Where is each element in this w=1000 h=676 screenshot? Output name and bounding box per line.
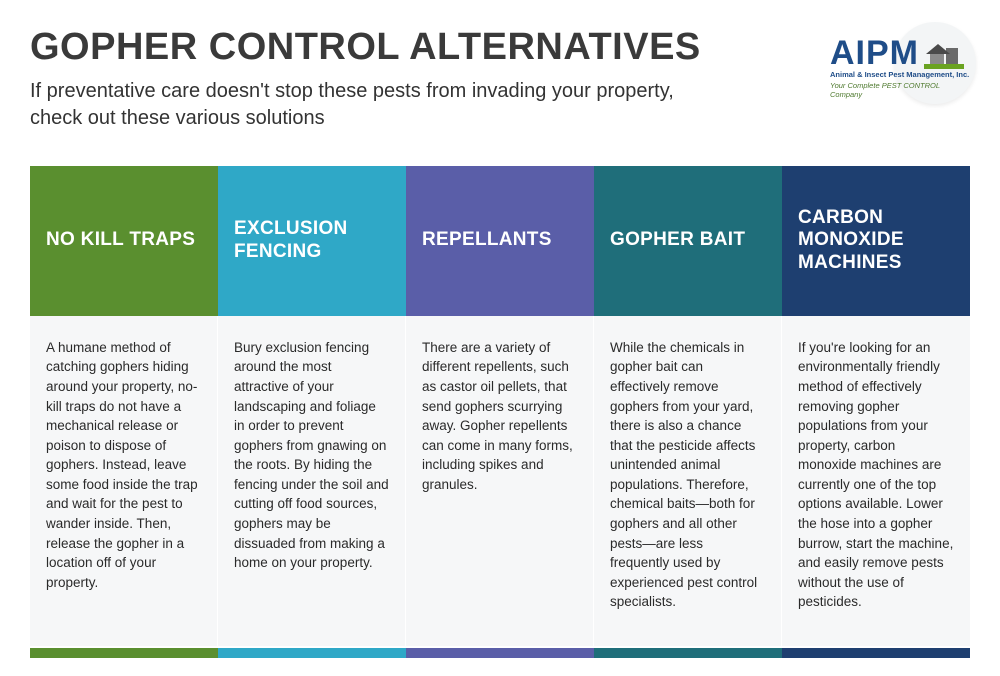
column-description: While the chemicals in gopher bait can e… — [610, 338, 765, 612]
footer-segment — [594, 648, 782, 658]
column-title: GOPHER BAIT — [610, 229, 745, 252]
footer-segment — [782, 648, 970, 658]
column-header: GOPHER BAIT — [594, 166, 782, 316]
column-description: If you're looking for an environmentally… — [798, 338, 954, 612]
column-body: A humane method of catching gophers hidi… — [30, 316, 218, 646]
page: GOPHER CONTROL ALTERNATIVES If preventat… — [0, 0, 1000, 676]
column-header: NO KILL TRAPS — [30, 166, 218, 316]
column-description: Bury exclusion fencing around the most a… — [234, 338, 389, 573]
logo-subtext: Animal & Insect Pest Management, Inc. — [830, 70, 969, 79]
column-header: CARBON MONOXIDE MACHINES — [782, 166, 970, 316]
header-row: GOPHER CONTROL ALTERNATIVES If preventat… — [30, 28, 970, 132]
page-subtitle: If preventative care doesn't stop these … — [30, 78, 710, 132]
footer-segment — [30, 648, 218, 658]
column-body: There are a variety of different repelle… — [406, 316, 594, 646]
column-header: EXCLUSION FENCING — [218, 166, 406, 316]
columns-container: NO KILL TRAPS A humane method of catching… — [30, 166, 970, 646]
footer-color-bar — [30, 648, 970, 658]
column-title: REPELLANTS — [422, 229, 552, 252]
column: REPELLANTS There are a variety of differe… — [406, 166, 594, 646]
column: CARBON MONOXIDE MACHINES If you're lookin… — [782, 166, 970, 646]
title-block: GOPHER CONTROL ALTERNATIVES If preventat… — [30, 28, 710, 132]
logo-tagline: Your Complete PEST CONTROL Company — [830, 81, 970, 99]
footer-segment — [406, 648, 594, 658]
column-title: EXCLUSION FENCING — [234, 218, 390, 264]
column-body: While the chemicals in gopher bait can e… — [594, 316, 782, 646]
column-description: There are a variety of different repelle… — [422, 338, 577, 495]
column-header: REPELLANTS — [406, 166, 594, 316]
column-title: CARBON MONOXIDE MACHINES — [798, 207, 954, 275]
logo-text: AIPM — [830, 34, 919, 73]
column: GOPHER BAIT While the chemicals in gopher… — [594, 166, 782, 646]
footer-segment — [218, 648, 406, 658]
brand-logo: AIPM Animal & Insect Pest Management, In… — [830, 28, 970, 98]
column-description: A humane method of catching gophers hidi… — [46, 338, 201, 592]
column-body: Bury exclusion fencing around the most a… — [218, 316, 406, 646]
page-title: GOPHER CONTROL ALTERNATIVES — [30, 28, 710, 68]
column: NO KILL TRAPS A humane method of catching… — [30, 166, 218, 646]
column-title: NO KILL TRAPS — [46, 229, 195, 252]
house-icon — [924, 40, 964, 70]
column-body: If you're looking for an environmentally… — [782, 316, 970, 646]
column: EXCLUSION FENCING Bury exclusion fencing … — [218, 166, 406, 646]
